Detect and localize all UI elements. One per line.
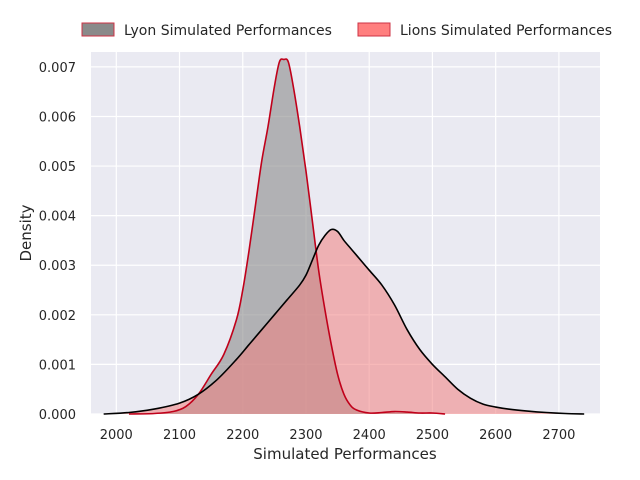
legend-label-lyon: Lyon Simulated Performances [124,23,332,39]
density-area-lyon [128,58,446,414]
x-tick-label: 2700 [542,428,575,443]
legend-swatch-lyon [81,22,115,37]
y-tick-label: 0.004 [39,210,76,225]
y-tick-label: 0.007 [39,61,76,76]
x-tick-label: 2100 [163,428,196,443]
x-tick-label: 2300 [289,428,322,443]
x-tick-label: 2400 [353,428,386,443]
legend-label-lions: Lions Simulated Performances [400,23,612,39]
y-axis-label: Density [17,204,35,261]
y-tick-label: 0.006 [39,110,76,125]
density-line-lions [103,228,585,415]
x-axis-label: Simulated Performances [253,445,437,463]
y-tick-label: 0.003 [39,259,76,274]
density-area-lions [103,229,585,414]
density-areas [103,58,585,414]
density-lines [103,58,585,415]
y-tick-label: 0.001 [39,358,76,373]
x-tick-label: 2600 [479,428,512,443]
y-tick-labels: 0.000 0.001 0.002 0.003 0.004 0.005 0.006 0.007 [39,61,76,423]
x-tick-label: 2500 [416,428,449,443]
legend-swatch-lions [357,22,391,37]
legend: Lyon Simulated Performances Lions Simula… [81,22,612,39]
y-tick-label: 0.002 [39,309,76,324]
y-tick-label: 0.000 [39,408,76,423]
y-tick-label: 0.005 [39,160,76,175]
x-tick-labels: 2000 2100 2200 2300 2400 2500 2600 2700 [100,428,576,443]
x-tick-label: 2200 [226,428,259,443]
density-line-lyon [128,58,446,415]
x-tick-label: 2000 [100,428,133,443]
